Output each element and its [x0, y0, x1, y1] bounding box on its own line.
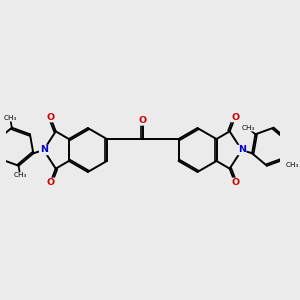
- Text: O: O: [139, 116, 147, 125]
- Text: CH₃: CH₃: [286, 162, 299, 168]
- Text: O: O: [46, 112, 54, 122]
- Text: O: O: [231, 112, 239, 122]
- Text: O: O: [231, 178, 239, 188]
- Text: CH₃: CH₃: [241, 125, 255, 131]
- Text: N: N: [40, 146, 48, 154]
- Text: CH₃: CH₃: [4, 115, 17, 121]
- Text: N: N: [238, 146, 246, 154]
- Text: O: O: [46, 178, 54, 188]
- Text: CH₃: CH₃: [14, 172, 27, 178]
